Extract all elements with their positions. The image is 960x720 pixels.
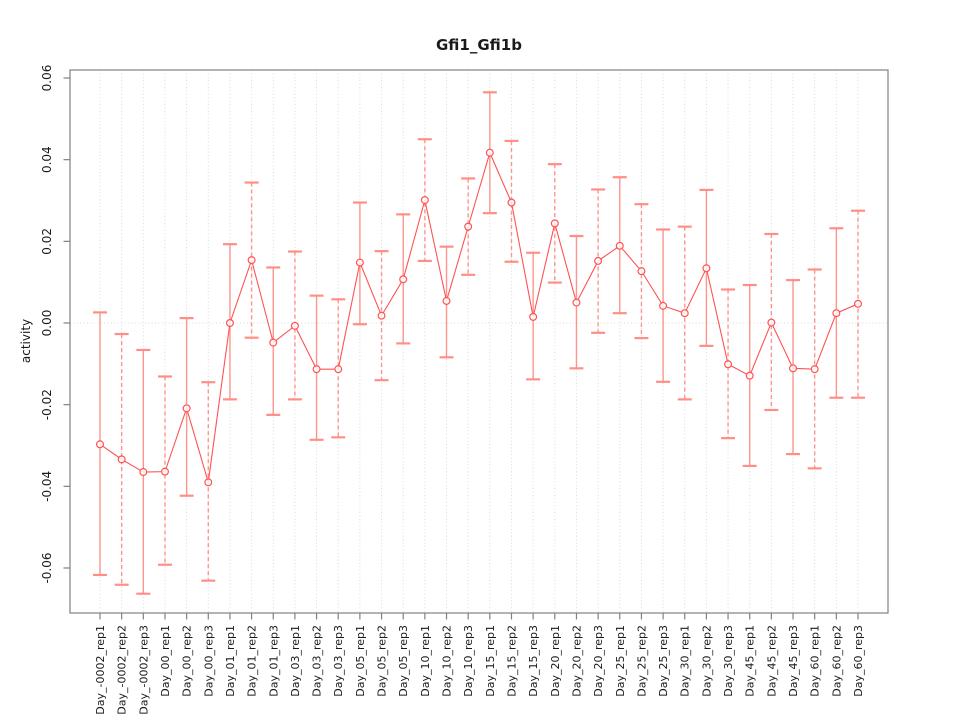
x-tick-label: Day_20_rep3 (592, 625, 605, 697)
x-tick-label: Day_10_rep3 (462, 625, 475, 697)
x-tick-label: Day_15_rep2 (505, 625, 518, 697)
x-tick-label: Day_10_rep2 (441, 625, 454, 697)
data-point (139, 468, 148, 477)
x-tick-label: Day_-0002_rep2 (116, 625, 129, 715)
x-tick-label: Day_-0002_rep3 (137, 625, 150, 715)
x-tick-label: Day_25_rep1 (614, 625, 627, 697)
y-tick-label: 0.06 (40, 65, 54, 92)
series-polyline (99, 151, 859, 483)
x-tick-label: Day_05_rep3 (397, 625, 410, 697)
x-tick-label: Day_25_rep2 (635, 625, 648, 697)
data-point (247, 256, 256, 265)
x-tick-label: Day_03_rep1 (289, 625, 302, 697)
y-tick-label: -0.02 (40, 389, 54, 420)
x-tick-label: Day_60_rep3 (852, 625, 865, 697)
series-line (99, 151, 859, 483)
x-tick-label: Day_30_rep1 (679, 625, 692, 697)
data-point (420, 196, 429, 205)
y-tick-label: -0.04 (40, 471, 54, 502)
data-point (572, 298, 581, 307)
x-tick-label: Day_01_rep1 (224, 625, 237, 697)
data-point (182, 404, 191, 413)
data-point (225, 319, 234, 328)
x-axis: Day_-0002_rep1 Day_-0002_rep2 Day_-0002_re… (94, 613, 865, 715)
chart-title: Gfi1_Gfi1b (436, 36, 522, 54)
x-tick-label: Day_00_rep2 (181, 625, 194, 697)
x-tick-label: Day_15_rep3 (527, 625, 540, 697)
x-tick-label: Day_10_rep1 (419, 625, 432, 697)
plot-border (69, 69, 889, 614)
data-point (680, 309, 689, 318)
x-tick-label: Day_05_rep1 (354, 625, 367, 697)
data-point (269, 338, 278, 347)
data-point (334, 365, 343, 374)
data-points (95, 148, 862, 487)
y-tick-label: 0.02 (40, 228, 54, 255)
data-point (550, 219, 559, 228)
data-point (745, 371, 754, 380)
data-point (204, 478, 213, 487)
x-tick-label: Day_-0002_rep1 (94, 625, 107, 715)
x-tick-label: Day_45_rep3 (787, 625, 800, 697)
data-point (312, 365, 321, 374)
data-point (529, 312, 538, 321)
y-tick-label: -0.06 (40, 552, 54, 583)
data-point (377, 311, 386, 320)
data-point (95, 440, 104, 449)
x-tick-label: Day_01_rep3 (267, 625, 280, 697)
x-tick-label: Day_30_rep2 (700, 625, 713, 697)
x-tick-label: Day_03_rep2 (311, 625, 324, 697)
x-tick-label: Day_30_rep3 (722, 625, 735, 697)
data-point (399, 275, 408, 284)
x-tick-label: Day_45_rep2 (765, 625, 778, 697)
y-tick-label: 0.04 (40, 146, 54, 173)
data-point (485, 148, 494, 157)
error-bars (93, 91, 865, 595)
data-point (853, 299, 862, 308)
data-point (659, 301, 668, 310)
x-tick-label: Day_05_rep2 (376, 625, 389, 697)
x-tick-label: Day_20_rep1 (549, 625, 562, 697)
data-point (117, 455, 126, 464)
data-point (810, 365, 819, 374)
data-point (594, 256, 603, 265)
x-tick-label: Day_00_rep3 (202, 625, 215, 697)
y-axis: -0.06 -0.04 -0.02 0.00 0.02 0.04 0.06 (40, 65, 70, 584)
x-tick-label: Day_00_rep1 (159, 625, 172, 697)
plot-box (69, 69, 889, 614)
y-axis-label: activity (19, 319, 33, 363)
x-tick-label: Day_01_rep2 (246, 625, 259, 697)
data-point (442, 296, 451, 305)
data-point (702, 264, 711, 273)
gridlines (99, 70, 859, 613)
x-tick-label: Day_20_rep2 (570, 625, 583, 697)
y-tick-label: 0.00 (40, 310, 54, 337)
data-point (464, 222, 473, 231)
x-tick-label: Day_15_rep1 (484, 625, 497, 697)
data-point (615, 241, 624, 250)
data-point (290, 321, 299, 330)
data-point (832, 309, 841, 318)
data-point (355, 258, 364, 267)
x-tick-label: Day_60_rep1 (809, 625, 822, 697)
x-tick-label: Day_25_rep3 (657, 625, 670, 697)
data-point (637, 267, 646, 276)
data-point (507, 198, 516, 207)
x-tick-label: Day_60_rep2 (830, 625, 843, 697)
data-point (789, 364, 798, 373)
data-point (767, 318, 776, 327)
x-tick-label: Day_45_rep1 (744, 625, 757, 697)
x-tick-label: Day_03_rep3 (332, 625, 345, 697)
data-point (160, 467, 169, 476)
data-point (724, 360, 733, 369)
